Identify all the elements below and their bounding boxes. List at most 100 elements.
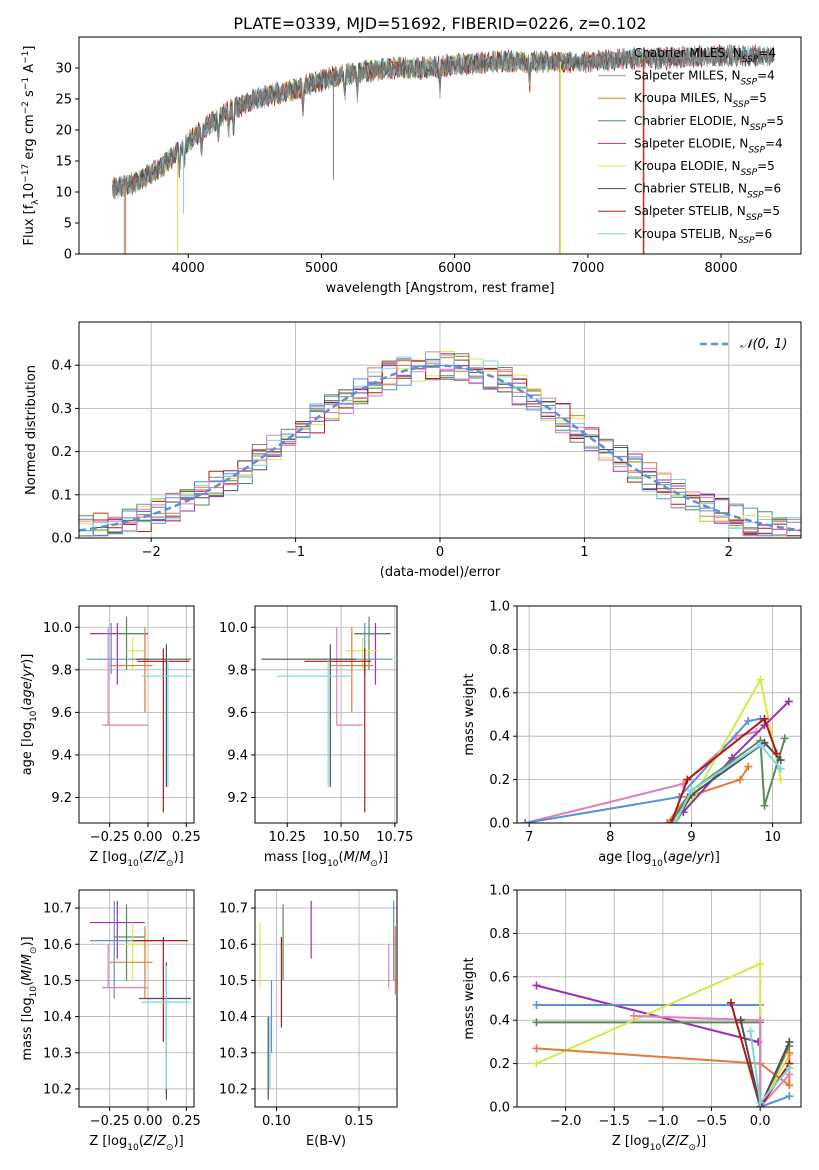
massweight-marker (683, 775, 692, 784)
massweight-marker (776, 775, 785, 784)
spectrum-line (111, 44, 775, 200)
x-tick-label: −1 (286, 545, 305, 560)
panel-mass_vs_Z: −0.25 0.00 0.25 10.2 10.3 10.4 10.5 10.6 10.7 Z [… (20, 889, 201, 1153)
y-axis-label: Flux [fλ10−17 erg cm−2 s−1 A−1] (21, 46, 41, 246)
legend-entry: Salpeter STELIB, NSSP=5 (634, 204, 780, 223)
label-part: age [log (20, 722, 35, 775)
x-tick-label: 9 (687, 830, 695, 845)
label-part: / (20, 965, 35, 970)
label-part: ( (139, 1134, 144, 1149)
label-part: age (668, 850, 692, 865)
label-part: Z [log (89, 1134, 127, 1149)
plot-area (111, 44, 775, 254)
massweight-marker (532, 1059, 541, 1068)
massweight-marker (736, 1016, 745, 1025)
massweight-marker (784, 697, 793, 706)
label-part: Z (665, 1134, 676, 1149)
plot-area (259, 900, 396, 1100)
massweight-marker (785, 1063, 794, 1072)
x-tick-label: 10.75 (376, 830, 413, 845)
label-part: 10 (29, 710, 39, 722)
label-part: age (20, 681, 35, 705)
y-tick-label: 9.2 (227, 791, 248, 806)
label-part: −1 (21, 51, 31, 64)
label-part: erg cm (22, 114, 37, 163)
massweight-marker (532, 1044, 541, 1053)
label-part: ⊙ (688, 1143, 696, 1153)
y-tick-label: 0.4 (489, 1014, 510, 1029)
massweight-line (674, 743, 782, 823)
label-part: SSP (750, 123, 767, 133)
label-part: −1 (21, 77, 31, 90)
x-tick-label: 0.25 (172, 1114, 201, 1129)
y-tick-label: 0.4 (489, 730, 510, 745)
x-tick-label: 10.25 (269, 830, 306, 845)
y-tick-label: 9.4 (51, 748, 72, 763)
label-part: )] (710, 850, 720, 865)
x-axis-label: wavelength [Angstrom, rest frame] (326, 281, 555, 296)
y-axis-label: Normed distribution (24, 365, 39, 495)
label-part: =5 (762, 204, 780, 218)
label-part: Kroupa STELIB, N (634, 227, 738, 241)
y-tick-label: 10.7 (219, 902, 248, 917)
label-part: )] (20, 654, 35, 664)
label-part: ⊙ (370, 859, 378, 869)
x-tick-label: 0 (436, 545, 444, 560)
label-part: ⊙ (166, 1143, 174, 1153)
y-tick-label: 10.7 (43, 902, 72, 917)
figure-title: PLATE=0339, MJD=51692, FIBERID=0226, z=0… (233, 14, 646, 33)
label-part: ( (20, 981, 35, 986)
y-tick-label: 10.4 (219, 1010, 248, 1025)
massweight-marker (629, 1011, 638, 1020)
label-part: yr (696, 850, 712, 865)
y-tick-label: 0.6 (489, 970, 510, 985)
massweight-marker (756, 959, 765, 968)
label-part: Chabrier MILES, N (634, 46, 742, 60)
label-part: =5 (766, 114, 784, 128)
axes-frame (516, 605, 802, 824)
y-tick-label: 10.0 (43, 621, 72, 636)
spectrum-line (113, 44, 775, 196)
x-tick-label: 7 (525, 830, 533, 845)
label-part: M (20, 970, 35, 981)
y-tick-label: 10.6 (43, 938, 72, 953)
x-tick-label: 7000 (571, 261, 604, 276)
x-tick-label: 0.10 (262, 1114, 291, 1129)
label-part: Kroupa MILES, N (634, 91, 733, 105)
y-axis-label: age [log10(age/yr)] (20, 654, 39, 776)
y-tick-label: 20 (55, 124, 72, 139)
label-part: ( (661, 1134, 666, 1149)
label-part: ⊙ (29, 947, 39, 955)
y-tick-label: 0.3 (51, 402, 72, 417)
x-axis-label: E(B-V) (306, 1134, 346, 1149)
legend-entry: Kroupa STELIB, NSSP=6 (634, 227, 772, 246)
massweight-marker (756, 1098, 765, 1107)
panel-age_vs_mass: 10.25 10.50 10.75 9.2 9.4 9.6 9.8 10.0 mass [log… (219, 605, 413, 869)
y-tick-label: 25 (55, 93, 72, 108)
massweight-marker (760, 738, 769, 747)
label-part: mass weight (462, 673, 477, 755)
label-part: Kroupa ELODIE, N (634, 159, 741, 173)
massweight-marker (671, 819, 680, 823)
label-part: / (692, 850, 697, 865)
massweight-line (633, 1014, 791, 1107)
panel-spectrum: 4000 5000 6000 7000 8000 0 5 10 15 20 25 30 waveleng… (21, 36, 802, 296)
label-part: SSP (741, 78, 758, 88)
massweight-marker (776, 764, 785, 773)
plot-area (261, 616, 393, 813)
legend-entry: Chabrier STELIB, NSSP=6 (634, 182, 781, 201)
label-part: =6 (764, 182, 782, 196)
label-part: Salpeter ELODIE, N (634, 136, 748, 150)
panel-age_vs_Z: −0.25 0.00 0.259.29.49.69.810.0Z [log10(Z/… (20, 605, 201, 869)
label-part: λ (31, 199, 41, 205)
label-part: ( (663, 850, 668, 865)
label-part: ( (339, 850, 344, 865)
label-part: SSP (747, 191, 764, 201)
plot-area (86, 616, 191, 813)
label-part: 10 (327, 859, 339, 869)
x-axis-label: Z [log10(Z/Z⊙)] (89, 1134, 183, 1153)
axes-frame (78, 321, 802, 539)
massweight-marker (532, 1018, 541, 1027)
x-tick-label: 0.25 (172, 830, 201, 845)
label-part: )] (378, 850, 388, 865)
